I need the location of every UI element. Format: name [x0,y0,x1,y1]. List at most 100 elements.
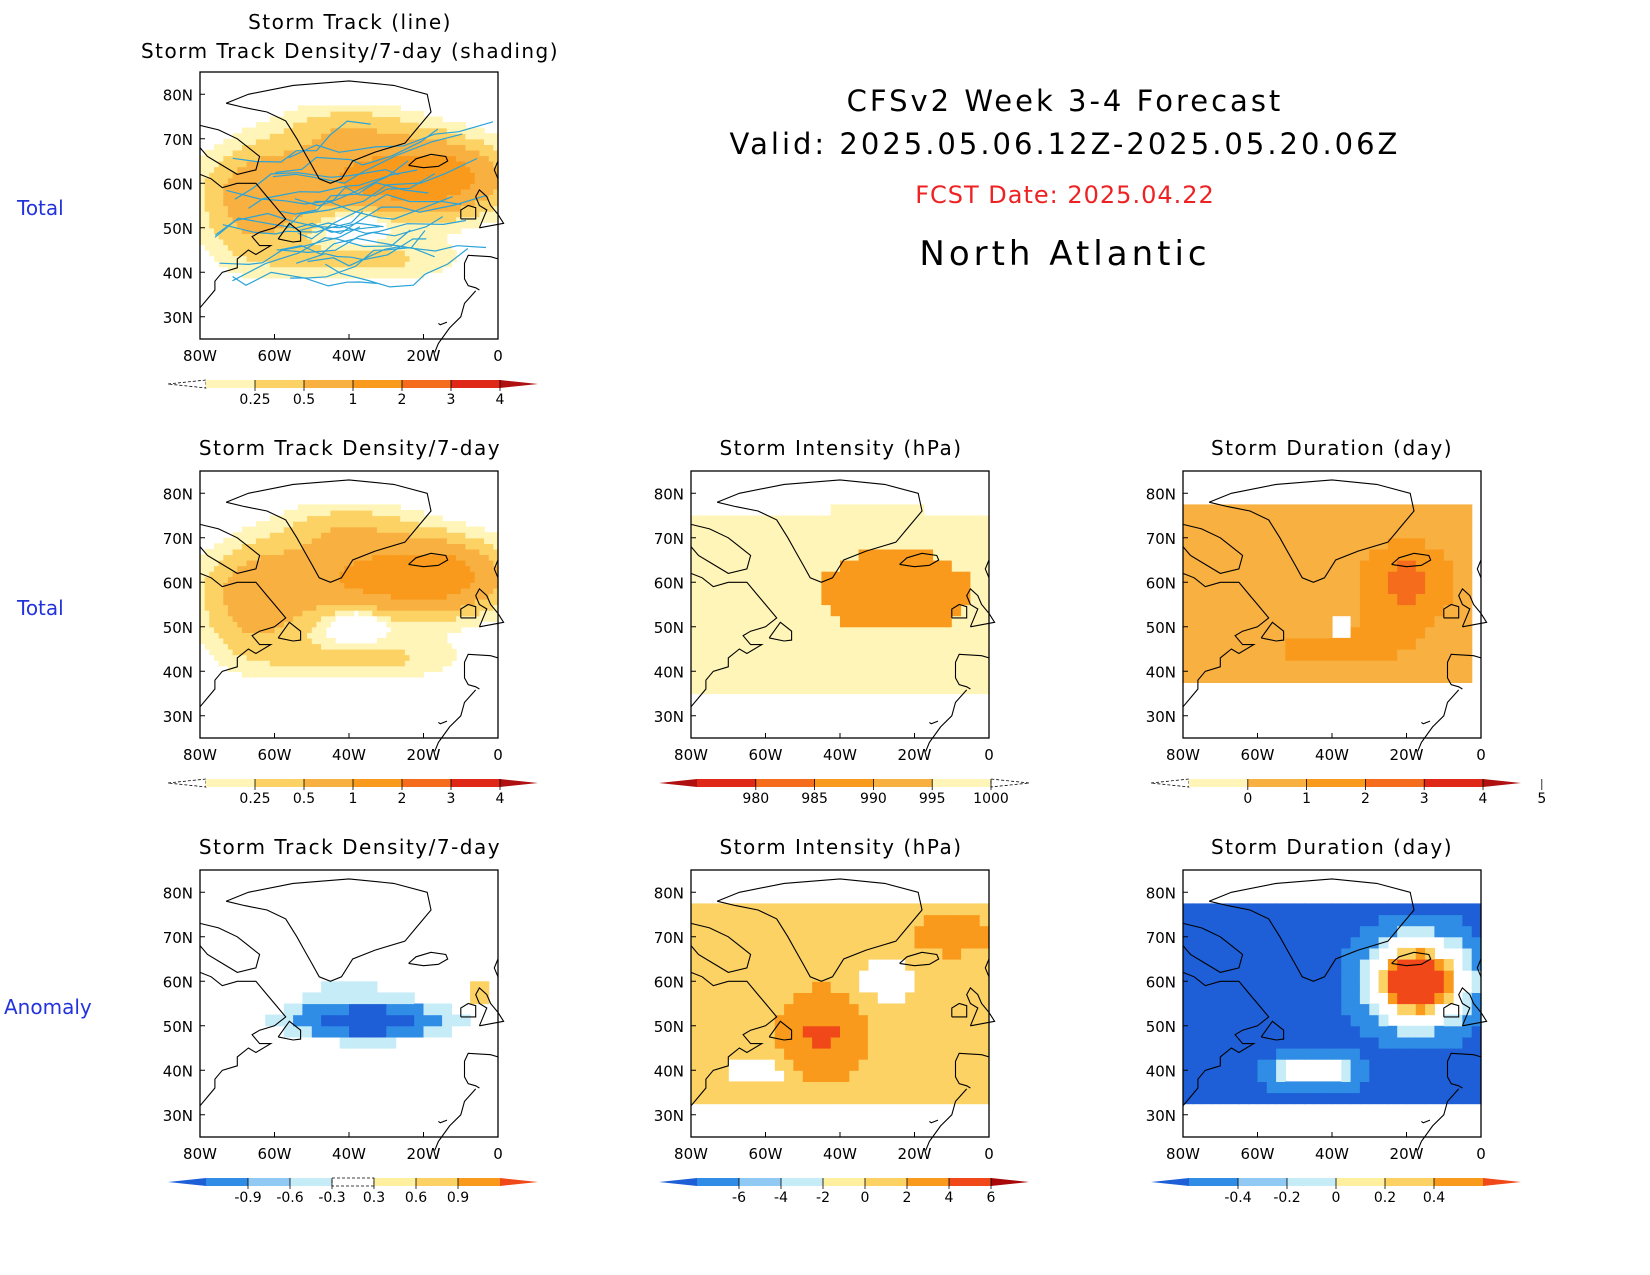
lat-label: 30N [163,309,193,327]
map-panel-p5: 80N 70N 60N 50N 40N 30N 80W 60W 40W 20W 0 [654,869,996,1163]
lat-label: 30N [163,1107,193,1125]
colorbar-p3: 0 1 2 3 4 5 [1150,778,1546,807]
coast-iceland [408,951,449,967]
coast-greenland [716,878,923,982]
shading-field [1183,903,1482,1105]
lat-label: 60N [1146,574,1176,592]
lat-label: 50N [163,619,193,637]
coast-canadaEast [199,971,287,1107]
lon-label: 80W [674,746,708,764]
coastlines [1182,479,1488,752]
coastlines [199,479,505,752]
coast-norway [493,559,499,579]
lat-label: 40N [163,264,193,282]
lon-label: 80W [1166,1145,1200,1163]
coast-africa [1417,1088,1460,1151]
colorbar-tick-label: 0 [861,1190,870,1206]
colorbar-tick-label: 4 [496,791,505,807]
coast-canadaEast [1182,971,1270,1107]
map-panel-p6: 80N 70N 60N 50N 40N 30N 80W 60W 40W 20W 0 [1146,869,1488,1163]
colorbar-tick-label: 3 [447,791,456,807]
lon-label: 0 [493,1145,503,1163]
coast-iceland [899,552,940,568]
coast-newfoundland [768,1020,793,1041]
lat-label: 80N [163,86,193,104]
header-valid-range: Valid: 2025.05.06.12Z-2025.05.20.06Z [729,127,1401,161]
lat-label: 50N [1146,1018,1176,1036]
colorbar-p6: -0.4 -0.2 0 0.2 0.4 [1151,1178,1521,1206]
lon-label: 80W [183,347,217,365]
lat-label: 70N [163,929,193,947]
lat-label: 30N [163,708,193,726]
coast-baffin [199,124,261,175]
lon-label: 0 [493,746,503,764]
lon-label: 80W [674,1145,708,1163]
colorbar-tick-label: 6 [987,1190,996,1206]
coastlines [690,878,996,1151]
coastlines [199,878,505,1151]
coast-baffin [1182,922,1244,973]
lat-label: 60N [654,574,684,592]
shading-field [200,105,499,279]
coast-newfoundland [1260,1020,1285,1041]
lon-label: 40W [332,746,366,764]
lat-label: 70N [163,530,193,548]
colorbar-tick-label: 2 [398,392,407,408]
lat-label: 50N [1146,619,1176,637]
colorbar-tick-label: -0.6 [276,1190,303,1206]
coast-norway [1476,958,1482,978]
coast-canaries [929,1119,939,1124]
lon-label: 0 [984,746,994,764]
lon-label: 20W [407,347,441,365]
map-panel-p2: 80N 70N 60N 50N 40N 30N 80W 60W 40W 20W 0 [654,470,996,764]
coast-britain [1458,987,1488,1027]
colorbar-tick-label: 0.3 [363,1190,385,1206]
coast-ireland [951,1002,968,1018]
panel-title-density-anomaly: Storm Track Density/7-day [198,835,502,859]
lat-label: 80N [654,485,684,503]
colorbar-tick-label: -4 [774,1190,788,1206]
coast-africa [925,1088,968,1151]
coast-greenland [1208,479,1415,583]
coast-ireland [951,603,968,619]
coast-iceland [408,153,449,169]
coast-africa [1417,689,1460,752]
lon-label: 20W [407,746,441,764]
lon-label: 0 [493,347,503,365]
header-region: North Atlantic [919,234,1211,274]
colorbar-tick-label: 0.2 [1374,1190,1396,1206]
lat-label: 60N [163,973,193,991]
colorbar-tick-label: 3 [447,392,456,408]
coast-iceland [408,552,449,568]
coast-greenland [225,479,432,583]
coast-newfoundland [1260,621,1285,642]
lat-label: 50N [163,220,193,238]
lat-label: 40N [654,1062,684,1080]
lat-label: 60N [654,973,684,991]
lat-label: 60N [163,574,193,592]
coast-newfoundland [768,621,793,642]
lon-label: 40W [823,746,857,764]
colorbar-tick-label: 0.5 [293,791,315,807]
coast-baffin [1182,523,1244,574]
lat-label: 40N [163,1062,193,1080]
lat-label: 70N [163,131,193,149]
coast-ireland [460,1002,477,1018]
coast-africa [434,689,477,752]
lon-label: 60W [749,746,783,764]
colorbar-tick-label: 995 [919,791,946,807]
lon-label: 60W [1241,1145,1275,1163]
lat-label: 70N [654,929,684,947]
map-panel-p4: 80N 70N 60N 50N 40N 30N 80W 60W 40W 20W 0 [163,869,505,1163]
lat-label: 70N [1146,929,1176,947]
lon-label: 20W [1390,746,1424,764]
coast-baffin [199,922,261,973]
colorbar-tick-label: -0.3 [318,1190,345,1206]
lat-label: 70N [654,530,684,548]
lon-label: 20W [407,1145,441,1163]
shading-field [265,981,490,1049]
coast-baffin [199,523,261,574]
coast-canaries [1421,720,1431,725]
map-panel-p0: 80N 70N 60N 50N 40N 30N 80W 60W 40W 20W 0 [163,71,505,365]
lat-label: 60N [1146,973,1176,991]
